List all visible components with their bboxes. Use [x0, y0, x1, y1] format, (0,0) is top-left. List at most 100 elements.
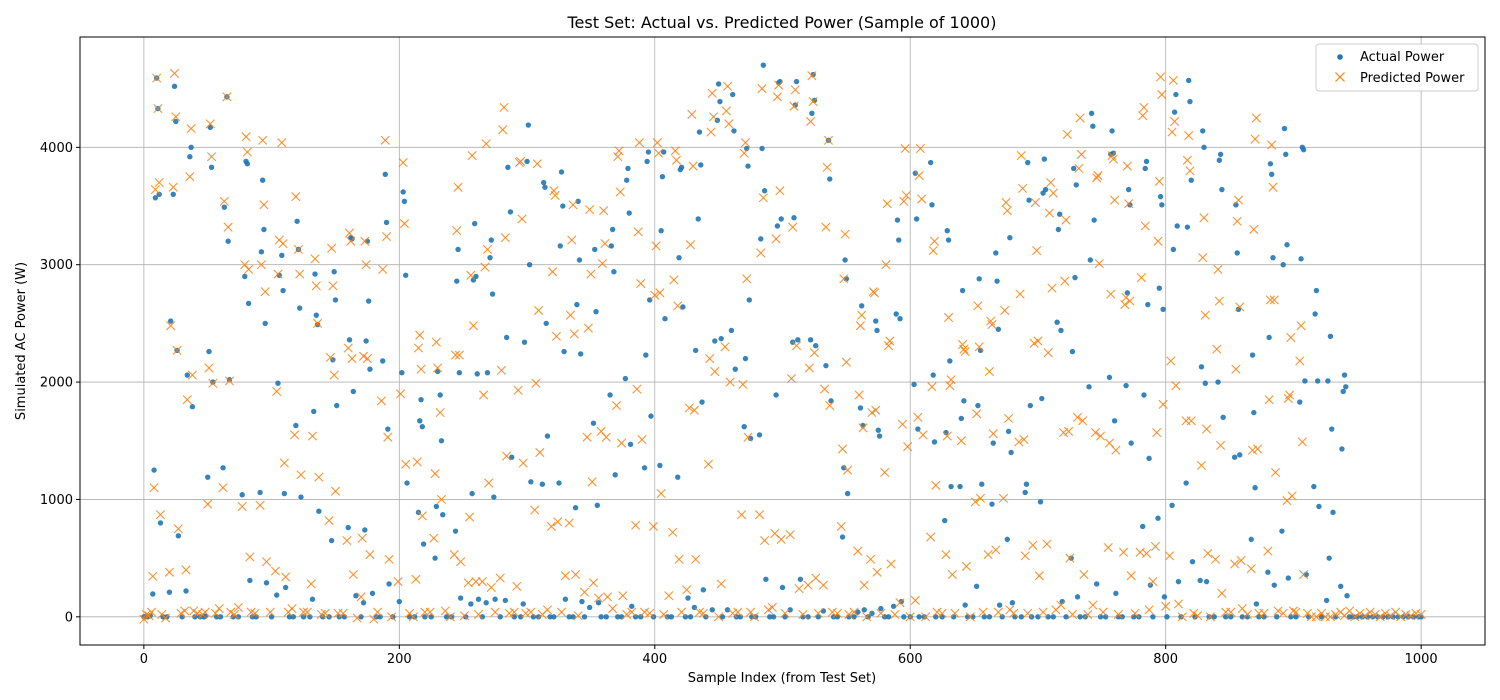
predicted-power-point — [794, 584, 804, 594]
actual-power-point — [440, 512, 446, 518]
x-tick-label: 0 — [140, 652, 148, 667]
x-tick-label: 600 — [898, 652, 923, 667]
actual-power-point — [475, 596, 482, 602]
predicted-power-point — [855, 321, 866, 331]
predicted-power-point — [881, 260, 891, 270]
predicted-power-point — [853, 546, 863, 556]
predicted-power-point — [1284, 390, 1295, 400]
actual-power-point — [758, 236, 764, 242]
predicted-power-point — [890, 609, 900, 620]
predicted-power-point — [473, 609, 484, 620]
predicted-power-point — [452, 226, 462, 236]
predicted-power-point — [1167, 127, 1177, 137]
actual-power-point — [572, 504, 579, 511]
actual-power-point — [618, 614, 625, 620]
predicted-power-point — [431, 337, 441, 347]
actual-power-point — [979, 481, 985, 487]
predicted-power-point — [1130, 608, 1140, 618]
predicted-power-point — [914, 170, 924, 181]
actual-power-point — [187, 154, 193, 160]
actual-power-point — [319, 614, 326, 620]
predicted-power-point — [396, 389, 406, 399]
predicted-power-point — [1236, 555, 1246, 566]
predicted-power-point — [1019, 435, 1029, 445]
predicted-power-point — [1043, 348, 1053, 358]
predicted-power-point — [597, 258, 607, 269]
actual-power-point — [1072, 274, 1078, 281]
predicted-power-point — [627, 607, 637, 617]
predicted-power-point — [1164, 551, 1175, 561]
actual-power-point — [483, 600, 489, 606]
predicted-power-point — [244, 264, 254, 274]
predicted-power-point — [376, 396, 387, 406]
predicted-power-point — [338, 608, 348, 618]
actual-power-point — [150, 591, 156, 597]
actual-power-point — [945, 237, 952, 243]
actual-power-point — [676, 254, 682, 261]
actual-power-point — [1340, 388, 1346, 395]
predicted-power-point — [1154, 176, 1164, 186]
actual-power-point — [893, 311, 899, 317]
predicted-power-point — [369, 614, 379, 624]
predicted-power-point — [381, 231, 392, 242]
predicted-power-point — [767, 602, 777, 613]
predicted-power-point — [760, 535, 770, 546]
predicted-power-point — [272, 386, 282, 397]
predicted-power-point — [205, 119, 215, 129]
actual-power-point — [592, 246, 598, 253]
actual-power-point — [861, 607, 867, 613]
predicted-power-point — [837, 444, 848, 454]
predicted-power-point — [1375, 612, 1385, 622]
actual-power-point — [644, 158, 650, 165]
predicted-power-point — [416, 364, 426, 374]
predicted-power-point — [937, 608, 947, 618]
predicted-power-point — [965, 612, 975, 622]
predicted-power-point — [1196, 460, 1207, 471]
actual-power-point — [1300, 146, 1307, 153]
predicted-power-point — [329, 370, 339, 380]
actual-power-point — [346, 337, 353, 343]
predicted-power-point — [1161, 601, 1171, 611]
predicted-power-point — [608, 604, 618, 614]
actual-power-point — [1203, 578, 1210, 585]
actual-power-point — [560, 203, 566, 209]
actual-power-point — [885, 614, 892, 620]
actual-power-point — [360, 600, 367, 606]
actual-power-point — [274, 592, 280, 598]
y-axis-title: Simulated AC Power (W) — [14, 262, 29, 420]
predicted-power-point — [920, 612, 931, 622]
predicted-power-point — [804, 363, 814, 373]
predicted-power-point — [1283, 393, 1293, 404]
actual-power-point — [1237, 452, 1243, 458]
predicted-power-point — [450, 350, 461, 360]
predicted-power-point — [926, 532, 936, 542]
actual-power-point — [386, 581, 392, 587]
predicted-power-point — [915, 143, 926, 154]
y-axis-ticks: 0 1000 2000 3000 4000 — [40, 141, 80, 625]
actual-power-point — [1183, 480, 1189, 486]
actual-power-point — [913, 216, 920, 222]
predicted-power-point — [513, 385, 523, 395]
predicted-power-point — [706, 127, 716, 137]
actual-power-point — [417, 418, 423, 424]
actual-power-point — [682, 614, 689, 620]
actual-power-point — [353, 593, 359, 599]
actual-power-point — [795, 337, 801, 343]
y-tick-label: 0 — [65, 610, 73, 625]
actual-power-point — [823, 362, 829, 369]
predicted-power-point — [1416, 609, 1426, 620]
actual-power-point — [874, 327, 880, 334]
predicted-power-point — [975, 493, 986, 503]
actual-power-point — [611, 269, 617, 275]
predicted-power-point — [650, 290, 660, 300]
predicted-power-point — [1232, 216, 1242, 226]
actual-power-point — [300, 614, 307, 620]
predicted-power-point — [187, 370, 197, 380]
actual-power-point — [894, 217, 901, 223]
predicted-power-point — [705, 354, 715, 364]
actual-power-point — [152, 195, 159, 201]
predicted-power-point — [146, 607, 157, 617]
actual-power-point — [1077, 614, 1083, 620]
predicted-power-point — [250, 608, 260, 618]
predicted-power-point — [208, 378, 218, 388]
